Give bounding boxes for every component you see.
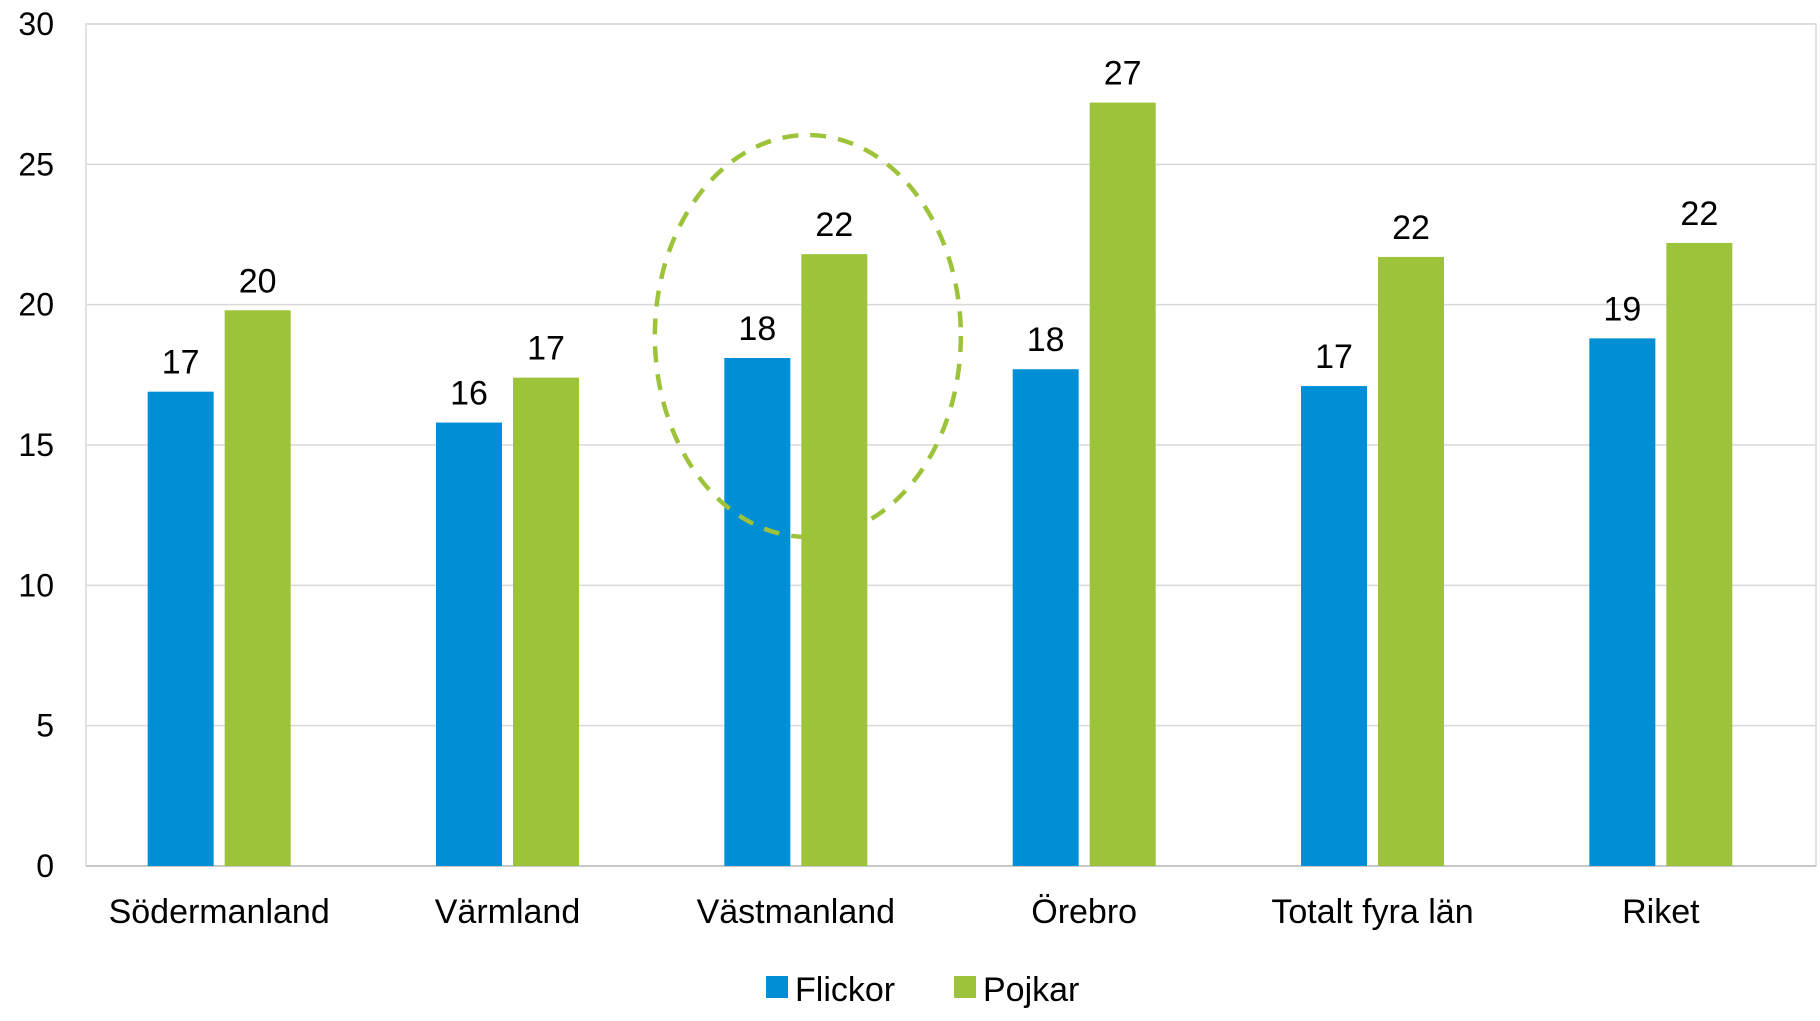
bar-flickor (1012, 369, 1079, 866)
y-tick-label: 25 (18, 146, 54, 182)
bar-flickor (1301, 386, 1367, 866)
data-label: 19 (1603, 290, 1641, 328)
bar-pojkar (1666, 242, 1733, 867)
bar-pojkar (224, 310, 291, 866)
x-category-label: Riket (1622, 893, 1700, 931)
y-tick-label: 15 (18, 427, 54, 463)
legend-label-flickor: Flickor (795, 971, 895, 1009)
bar-flickor (147, 391, 214, 866)
data-label: 17 (162, 344, 200, 382)
bar-flickor (436, 422, 502, 866)
legend-swatch-pojkar (954, 976, 976, 998)
bar-flickor (1589, 338, 1656, 866)
data-label: 22 (1392, 209, 1430, 247)
data-label: 20 (239, 262, 277, 300)
bar-flickor (724, 357, 791, 866)
data-label: 22 (815, 206, 853, 244)
data-labels: 17 20 16 17 18 22 18 27 17 22 19 22 (162, 55, 1718, 413)
bars (147, 102, 1733, 867)
bar-pojkar (801, 254, 868, 866)
legend-label-pojkar: Pojkar (983, 971, 1079, 1009)
data-label: 18 (1027, 321, 1065, 359)
data-label: 27 (1104, 55, 1142, 93)
y-tick-label: 10 (18, 567, 54, 603)
highlight-ellipse-shape (652, 132, 964, 540)
bar-pojkar (1089, 102, 1156, 866)
data-label: 22 (1680, 195, 1718, 233)
data-label: 16 (450, 375, 488, 413)
x-axis: Södermanland Värmland Västmanland Örebro Tot… (109, 893, 1701, 931)
gridlines (85, 23, 1817, 867)
y-tick-label: 0 (36, 848, 54, 884)
x-category-label: Örebro (1031, 893, 1137, 931)
data-label: 17 (1315, 338, 1353, 376)
x-category-label: Södermanland (109, 893, 330, 931)
highlight-ellipse (652, 132, 964, 540)
x-category-label: Värmland (435, 893, 581, 931)
y-tick-label: 20 (18, 287, 54, 323)
y-tick-label: 5 (36, 708, 54, 744)
legend: Flickor Pojkar (766, 971, 1079, 1009)
y-axis: 0 5 10 15 20 25 30 (18, 6, 54, 884)
data-label: 17 (527, 330, 565, 368)
legend-swatch-flickor (766, 976, 788, 998)
bar-pojkar (1378, 256, 1444, 866)
data-label: 18 (738, 310, 776, 348)
y-tick-label: 30 (18, 6, 54, 42)
x-category-label: Västmanland (697, 893, 895, 931)
x-category-label: Totalt fyra län (1271, 893, 1473, 931)
bar-pojkar (513, 377, 579, 866)
